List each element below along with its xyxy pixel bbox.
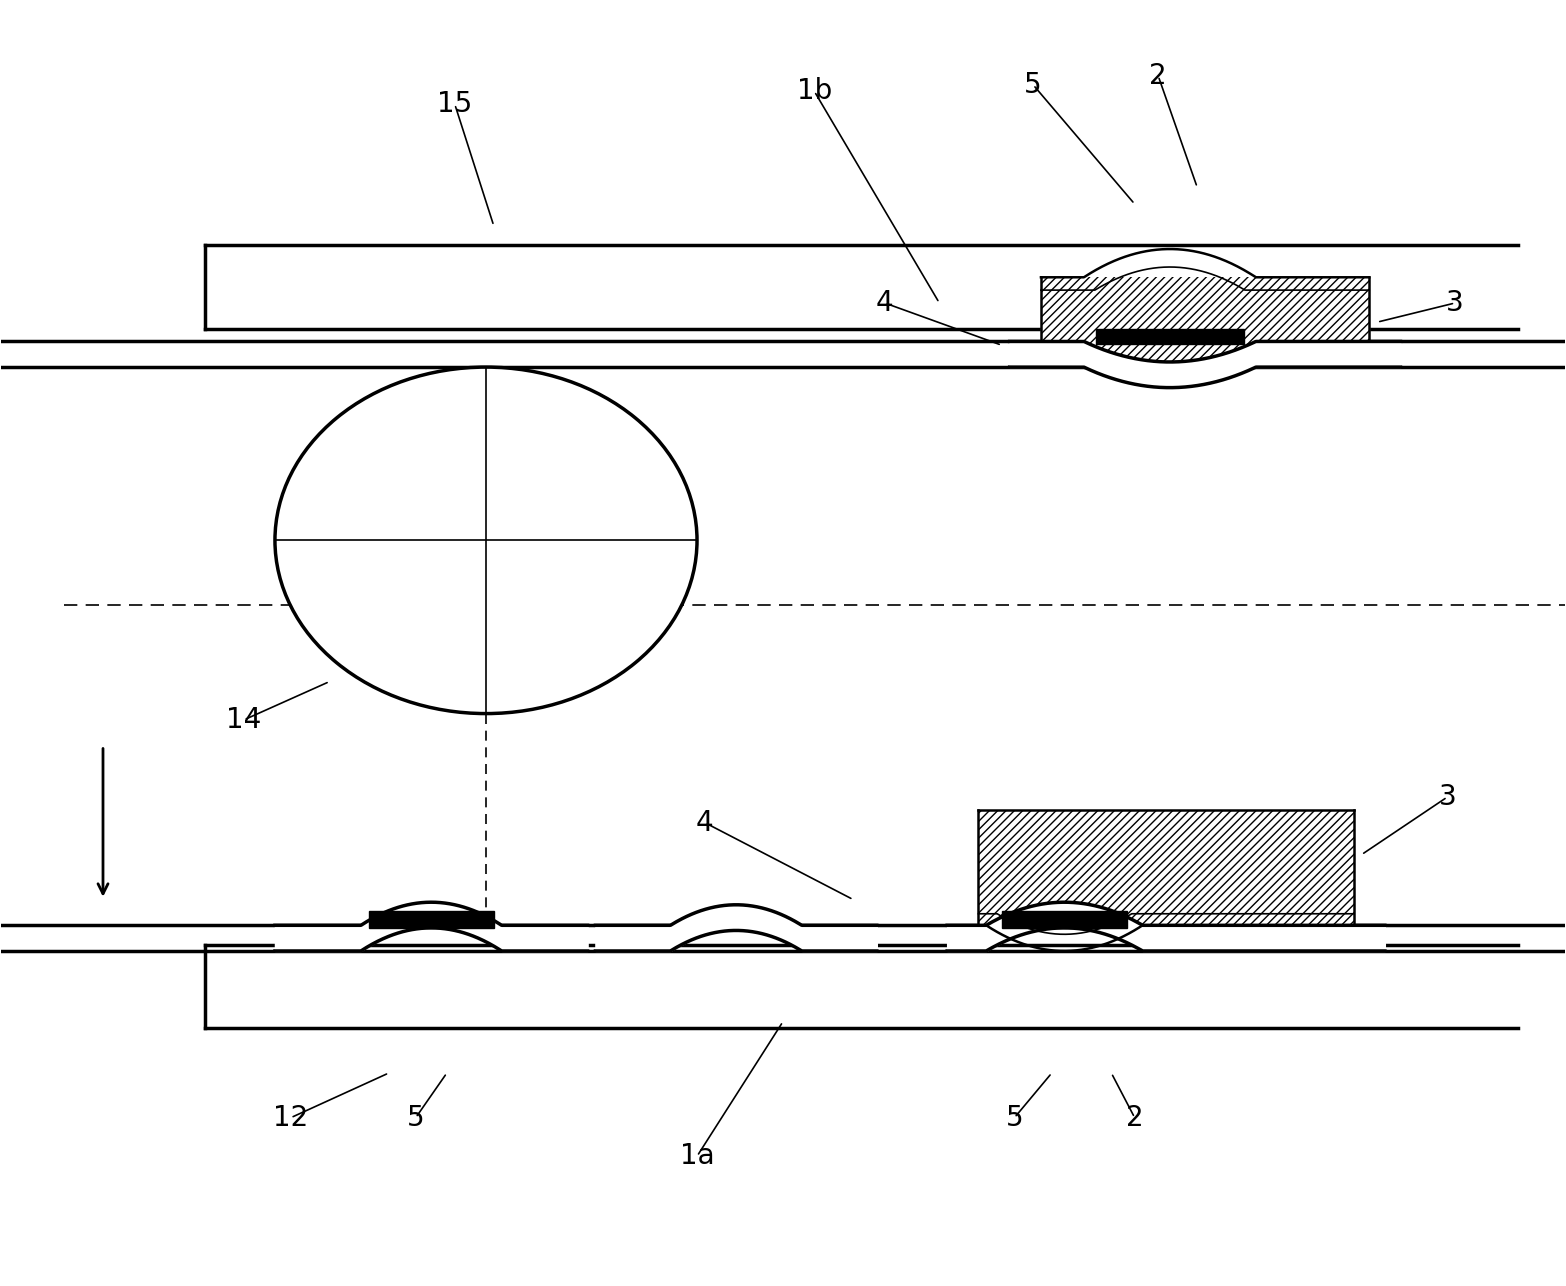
Bar — [1041, 278, 1369, 367]
Text: 5: 5 — [1005, 1103, 1023, 1132]
Bar — [979, 810, 1353, 926]
Polygon shape — [979, 810, 1353, 926]
Text: 3: 3 — [1439, 783, 1456, 811]
Polygon shape — [368, 912, 493, 928]
Text: 1a: 1a — [680, 1142, 714, 1170]
Polygon shape — [1096, 329, 1243, 345]
Polygon shape — [1002, 912, 1128, 928]
Text: 14: 14 — [226, 706, 262, 734]
Text: 4: 4 — [875, 289, 894, 316]
Text: 2: 2 — [1126, 1103, 1143, 1132]
Text: 5: 5 — [1024, 71, 1041, 99]
Text: 5: 5 — [407, 1103, 424, 1132]
Polygon shape — [205, 246, 1517, 329]
Polygon shape — [1041, 278, 1369, 367]
Text: 1b: 1b — [797, 77, 832, 105]
Polygon shape — [205, 944, 1517, 1028]
Text: 3: 3 — [1447, 289, 1464, 316]
Text: 15: 15 — [437, 90, 473, 118]
Text: 12: 12 — [272, 1103, 309, 1132]
Circle shape — [276, 367, 697, 714]
Text: 2: 2 — [1149, 62, 1167, 90]
Text: 4: 4 — [695, 809, 714, 837]
